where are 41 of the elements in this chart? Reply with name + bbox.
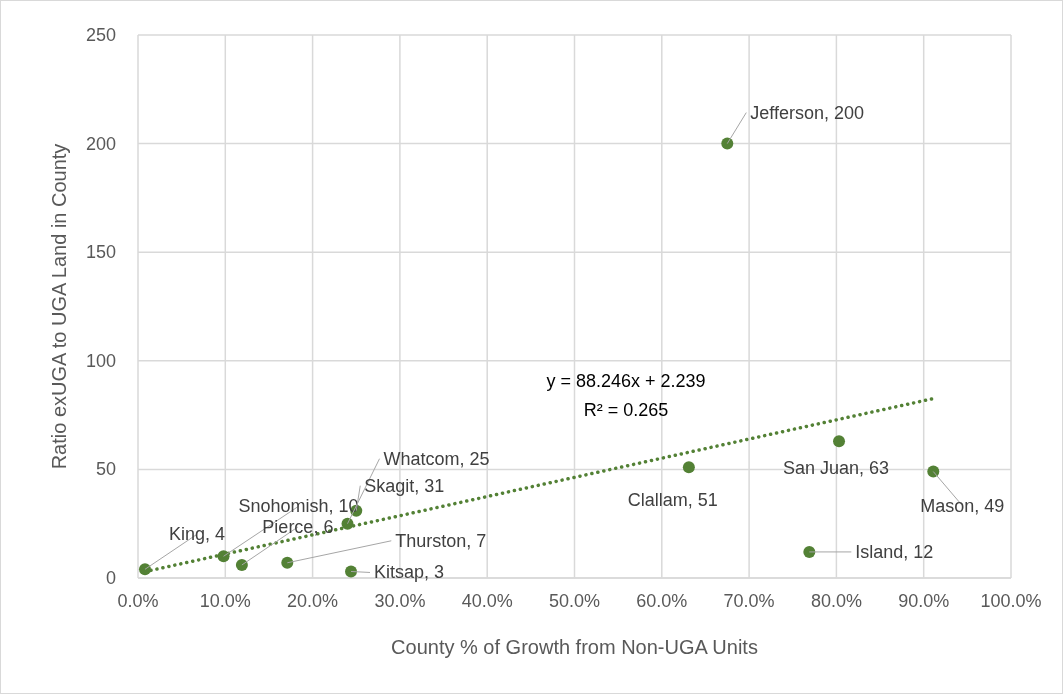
- x-tick-label: 70.0%: [723, 591, 775, 611]
- y-tick-label: 100: [85, 350, 116, 371]
- y-tick-label: 0: [105, 568, 116, 588]
- data-label: San Juan, 63: [782, 458, 890, 479]
- y-tick-label: 50: [95, 459, 116, 480]
- x-tick-label: 100.0%: [980, 591, 1042, 611]
- point: [217, 550, 230, 563]
- x-tick-label: 10.0%: [199, 591, 251, 611]
- y-tick-label: 250: [85, 25, 116, 45]
- data-label: Pierce, 6: [262, 516, 334, 537]
- data-label: Island, 12: [855, 541, 934, 562]
- point: [721, 137, 734, 150]
- y-axis-title: Ratio exUGA to UGA Land in County: [48, 143, 70, 470]
- x-tick-label: 90.0%: [898, 591, 950, 611]
- data-label: Skagit, 31: [364, 475, 445, 496]
- data-label: Kitsap, 3: [374, 562, 445, 583]
- x-tick-label: 30.0%: [374, 591, 426, 611]
- point: [281, 556, 294, 569]
- point: [235, 558, 248, 571]
- point: [345, 565, 358, 578]
- y-tick-label: 150: [85, 242, 116, 263]
- data-label: Whatcom, 25: [383, 448, 490, 469]
- x-tick-label: 40.0%: [461, 591, 513, 611]
- point: [682, 461, 695, 474]
- data-label: King, 4: [168, 524, 226, 545]
- x-axis-title: County % of Growth from Non-UGA Units: [391, 636, 758, 658]
- data-label: Thurston, 7: [395, 530, 487, 551]
- point: [833, 435, 846, 448]
- annotation: y = 88.246x + 2.239: [546, 371, 706, 391]
- data-label: Jefferson, 200: [750, 102, 865, 123]
- point: [138, 563, 151, 576]
- data-label: Snohomish, 10: [238, 496, 359, 517]
- x-tick-label: 20.0%: [287, 591, 339, 611]
- annotation: R² = 0.265: [583, 400, 669, 420]
- y-tick-label: 200: [85, 133, 116, 154]
- data-label: Mason, 49: [920, 495, 1005, 516]
- x-tick-label: 80.0%: [810, 591, 862, 611]
- x-tick-label: 50.0%: [548, 591, 601, 611]
- x-tick-label: 60.0%: [636, 591, 688, 611]
- data-label: Clallam, 51: [627, 490, 718, 511]
- x-tick-label: 0.0%: [117, 591, 159, 611]
